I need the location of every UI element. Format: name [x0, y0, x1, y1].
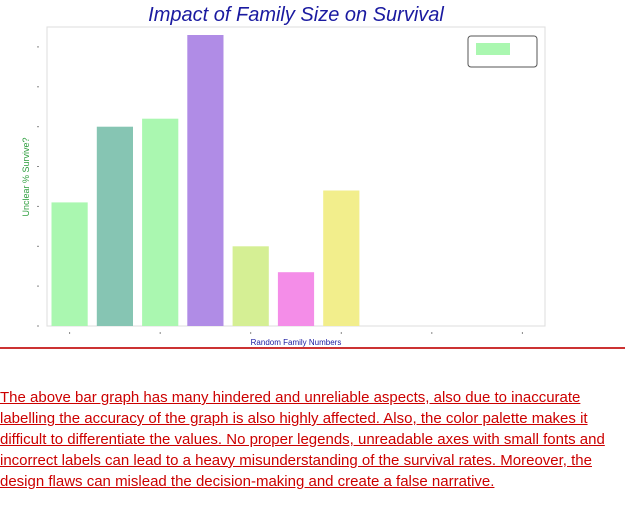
axis-ticks — [37, 46, 523, 334]
y-tick-5 — [37, 126, 39, 128]
chart-canvas: Impact of Family Size on Survival Unclea… — [21, 4, 546, 347]
y-tick-4 — [37, 166, 39, 167]
bar-0 — [51, 202, 88, 326]
x-tick-1 — [159, 332, 161, 334]
y-tick-2 — [37, 245, 39, 247]
legend-swatch — [476, 43, 510, 55]
bar-1 — [96, 126, 133, 326]
section-divider — [0, 347, 625, 349]
bars — [51, 35, 360, 326]
legend — [467, 35, 538, 68]
x-tick-0 — [69, 332, 71, 334]
x-tick-5 — [521, 332, 523, 334]
bar-6 — [323, 190, 360, 326]
chart-title: Impact of Family Size on Survival — [148, 4, 444, 26]
bar-2 — [142, 118, 179, 326]
y-tick-1 — [37, 285, 39, 287]
x-tick-4 — [431, 332, 433, 334]
y-tick-3 — [37, 205, 39, 207]
bar-3 — [187, 35, 224, 326]
bar-chart: Impact of Family Size on Survival Unclea… — [21, 4, 546, 347]
bar-4 — [232, 246, 269, 326]
x-axis-label: Random Family Numbers — [251, 338, 342, 347]
y-tick-0 — [37, 325, 39, 327]
y-tick-6 — [37, 86, 39, 88]
y-tick-7 — [37, 46, 39, 48]
x-tick-3 — [340, 332, 342, 334]
x-tick-2 — [250, 332, 252, 334]
bar-5 — [277, 272, 315, 326]
y-axis-label: Unclear % Survive? — [21, 137, 31, 216]
analysis-caption: The above bar graph has many hindered an… — [0, 389, 605, 490]
